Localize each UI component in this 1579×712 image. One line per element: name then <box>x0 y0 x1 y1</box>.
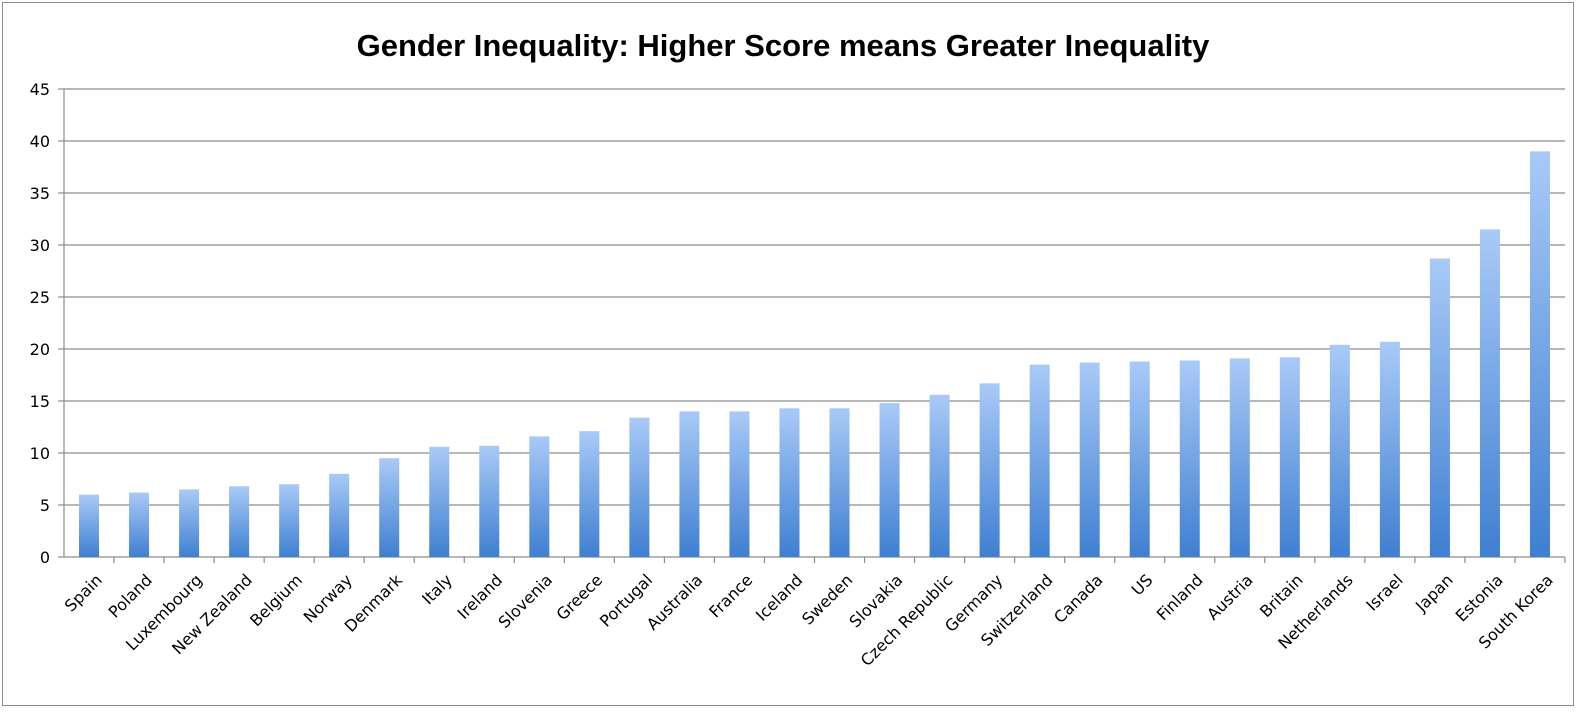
bar <box>1179 360 1200 557</box>
bars <box>79 151 1550 557</box>
bar <box>279 484 300 557</box>
bar <box>1029 364 1050 557</box>
bar <box>929 394 950 557</box>
y-tick-label: 20 <box>30 340 50 359</box>
bar <box>129 492 150 557</box>
x-tick-label: Austria <box>1203 570 1256 623</box>
x-tick-label: Iceland <box>752 570 806 624</box>
bar <box>329 473 350 557</box>
bar <box>629 417 650 557</box>
x-tick-label: Czech Republic <box>857 570 957 670</box>
bar <box>229 486 250 557</box>
y-tick-label: 25 <box>30 288 50 307</box>
bar <box>379 458 400 557</box>
bar <box>1329 344 1350 557</box>
bar <box>1279 357 1300 557</box>
bar <box>1479 229 1500 557</box>
x-tick-label: Slovenia <box>495 570 557 632</box>
bar <box>429 446 450 557</box>
bar <box>1129 361 1150 557</box>
x-tick-label: France <box>705 570 756 621</box>
gridlines <box>58 88 1565 558</box>
bar <box>829 408 850 557</box>
y-tick-label: 30 <box>30 236 50 255</box>
bar <box>1529 151 1550 557</box>
bar <box>179 489 200 557</box>
bar <box>979 383 1000 557</box>
x-tick-label: Spain <box>61 570 106 615</box>
y-axis-ticks: 0 5 10 15 20 25 30 35 40 45 <box>30 80 50 567</box>
bar <box>579 431 600 557</box>
y-tick-label: 40 <box>30 132 50 151</box>
x-tick-label: US <box>1128 570 1157 599</box>
y-tick-label: 35 <box>30 184 50 203</box>
bar <box>879 403 900 557</box>
bar-chart: Gender Inequality: Higher Score means Gr… <box>30 28 1566 670</box>
y-tick-label: 0 <box>40 548 50 567</box>
x-tick-label: Finland <box>1153 570 1207 624</box>
x-tick-label: Israel <box>1362 570 1406 614</box>
bar <box>1379 341 1400 557</box>
bar <box>529 436 550 557</box>
x-tick-label: Japan <box>1411 570 1457 616</box>
y-tick-label: 15 <box>30 392 50 411</box>
bar <box>1079 362 1100 557</box>
bar <box>1229 358 1250 557</box>
bar <box>779 408 800 557</box>
bar <box>1429 258 1450 557</box>
chart-title: Gender Inequality: Higher Score means Gr… <box>357 28 1211 63</box>
bar <box>479 445 500 557</box>
bar <box>679 411 700 557</box>
y-tick-label: 5 <box>40 496 50 515</box>
bar <box>79 494 100 557</box>
bar <box>729 411 750 557</box>
x-tick-label: Canada <box>1050 570 1106 626</box>
x-tick-label: Italy <box>418 570 456 608</box>
y-tick-label: 45 <box>30 80 50 99</box>
x-tick-label: Belgium <box>246 570 306 630</box>
y-tick-label: 10 <box>30 444 50 463</box>
